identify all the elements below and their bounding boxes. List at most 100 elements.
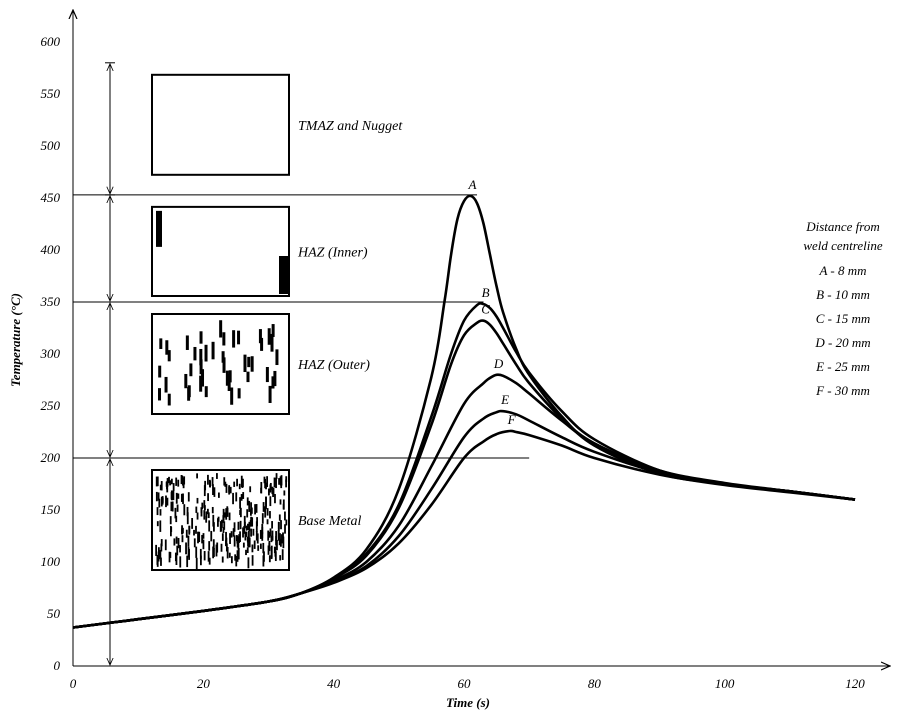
x-tick-label: 80	[588, 676, 602, 691]
grain-mark	[254, 504, 256, 515]
grain-mark	[199, 555, 202, 566]
grain-mark	[233, 481, 236, 487]
grain-mark	[213, 487, 216, 497]
x-axis-label: Time (s)	[446, 695, 490, 710]
grain-mark	[270, 545, 273, 558]
grain-mark	[221, 351, 225, 363]
legend-entry: A - 8 mm	[818, 263, 866, 278]
grain-mark	[236, 478, 238, 487]
grain-mark	[250, 516, 253, 527]
grain-mark	[239, 497, 241, 509]
grain-mark	[269, 484, 272, 493]
grain-mark	[237, 548, 240, 560]
y-tick-label: 0	[54, 658, 61, 673]
grain-mark	[212, 484, 214, 496]
grain-mark	[202, 539, 205, 550]
curve-label-e: E	[500, 392, 509, 407]
grain-mark	[207, 493, 209, 502]
grain-mark	[182, 527, 184, 534]
curve-label-b: B	[482, 285, 490, 300]
grain-mark	[218, 492, 220, 498]
grain-mark	[242, 542, 245, 548]
y-tick-label: 550	[41, 86, 61, 101]
grain-mark	[230, 387, 234, 405]
grain-mark	[179, 545, 181, 553]
y-tick-label: 100	[41, 554, 61, 569]
grain-mark	[259, 529, 262, 539]
grain-mark	[230, 556, 233, 564]
x-tick-label: 40	[327, 676, 341, 691]
curve-label-c: C	[481, 302, 490, 317]
grain-mark	[264, 478, 267, 489]
grain-mark	[159, 484, 162, 491]
grain-mark	[217, 518, 219, 527]
grain-mark	[222, 508, 225, 521]
grain-mark	[212, 514, 215, 527]
grain-mark	[244, 531, 247, 541]
grain-mark	[223, 521, 226, 530]
microstructure-pattern	[155, 473, 288, 570]
x-tick-label: 120	[845, 676, 865, 691]
legend-title: weld centreline	[803, 238, 883, 253]
grain-mark	[199, 359, 203, 375]
grain-mark	[200, 507, 203, 514]
curve-label-f: F	[507, 412, 517, 427]
grain-mark	[201, 369, 205, 387]
y-tick-label: 500	[41, 138, 61, 153]
grain-mark	[285, 519, 288, 526]
grain-mark	[238, 534, 241, 543]
grain-mark	[156, 555, 159, 567]
grain-mark	[259, 543, 262, 549]
grain-mark	[196, 473, 198, 479]
grain-mark	[272, 488, 274, 498]
grain-mark	[257, 545, 260, 551]
grain-mark	[250, 528, 252, 537]
grain-mark	[250, 507, 253, 514]
grain-mark	[187, 385, 191, 398]
grain-mark	[158, 498, 161, 508]
y-tick-label: 250	[41, 398, 61, 413]
grain-mark	[230, 531, 233, 538]
grain-mark	[216, 473, 218, 479]
grain-mark	[176, 545, 179, 556]
grain-mark	[203, 551, 206, 561]
grain-mark	[269, 511, 271, 519]
grain-mark	[201, 534, 204, 544]
grain-mark	[199, 348, 203, 366]
grain-mark	[213, 547, 215, 557]
grain-mark	[244, 521, 246, 529]
grain-mark	[265, 496, 267, 507]
grain-mark	[187, 492, 190, 502]
grain-mark	[222, 357, 226, 373]
grain-mark	[261, 531, 264, 541]
grain-mark	[205, 511, 208, 519]
x-tick-label: 20	[197, 676, 211, 691]
curve-label-d: D	[493, 356, 504, 371]
grain-mark	[160, 539, 163, 547]
grain-mark	[166, 481, 168, 490]
grain-mark	[167, 350, 171, 362]
grain-mark	[245, 525, 248, 531]
grain-mark	[239, 520, 242, 530]
grain-mark	[164, 376, 168, 393]
grain-mark	[221, 556, 224, 563]
grain-mark	[199, 548, 202, 559]
grain-mark	[274, 494, 276, 504]
microstructure-box	[151, 469, 290, 571]
grain-mark	[275, 473, 278, 480]
grain-mark	[196, 512, 199, 520]
grain-mark	[158, 365, 162, 378]
grain-mark	[203, 485, 206, 497]
grain-mark	[159, 338, 163, 349]
grain-mark	[183, 476, 186, 485]
grain-mark	[268, 385, 272, 403]
grain-mark	[204, 386, 208, 398]
grain-mark	[248, 500, 251, 512]
grain-mark	[228, 370, 232, 383]
grain-mark	[208, 479, 211, 487]
grain-mark	[271, 535, 274, 541]
grain-mark	[255, 521, 258, 533]
grain-mark	[207, 512, 210, 519]
y-tick-label: 300	[40, 346, 61, 361]
legend-entry: B - 10 mm	[816, 287, 870, 302]
